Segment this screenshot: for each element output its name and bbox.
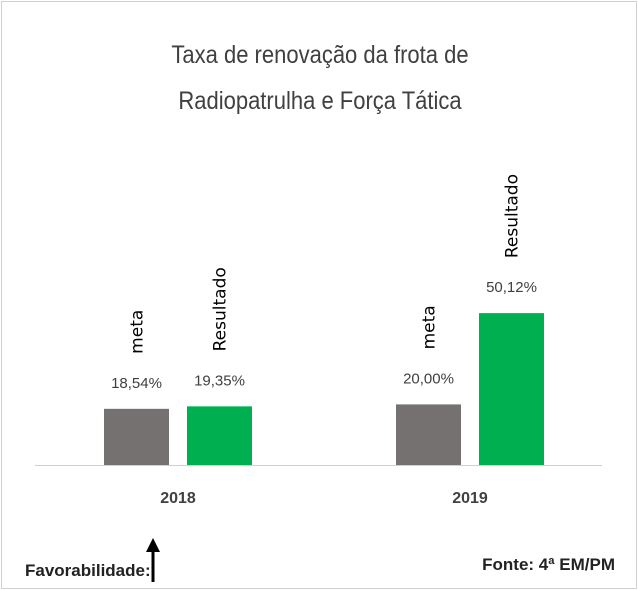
value-label: 50,12% — [486, 279, 537, 296]
bar — [396, 404, 461, 465]
value-label: 20,00% — [403, 370, 454, 387]
footer-left: Favorabilidade: — [25, 561, 151, 580]
bar — [104, 408, 169, 465]
series-label: meta — [128, 310, 148, 354]
series-label: meta — [420, 305, 440, 349]
value-label: 19,35% — [194, 372, 245, 389]
x-tick-label: 2018 — [160, 490, 196, 507]
value-label: 18,54% — [111, 375, 162, 392]
series-label: Resultado — [211, 267, 231, 351]
bar — [479, 313, 544, 465]
source: Fonte: 4ª EM/PM — [482, 555, 615, 574]
chart-title: Taxa de renovação da frota de Radiopatru… — [171, 41, 469, 115]
x-tick-label: 2019 — [452, 490, 488, 507]
arrow-head — [146, 538, 160, 552]
bar — [187, 406, 252, 465]
series-label: Resultado — [503, 174, 523, 258]
